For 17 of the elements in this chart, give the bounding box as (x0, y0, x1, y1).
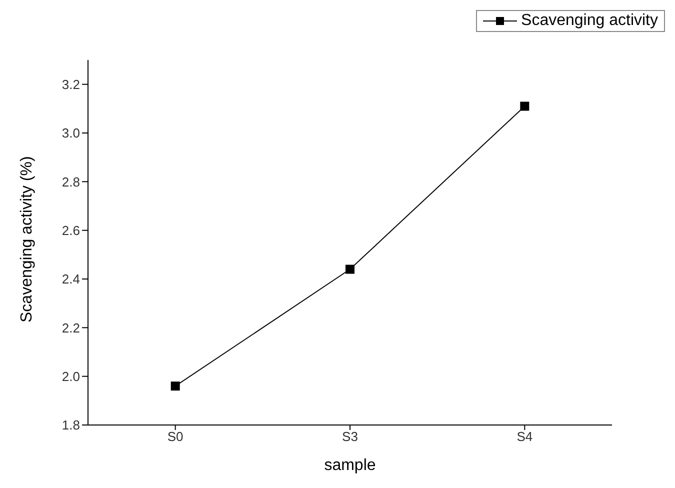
y-tick-label: 2.6 (62, 222, 80, 238)
point (520, 102, 530, 111)
x-tick-label: S4 (516, 429, 533, 444)
y-tick-label: 3.2 (62, 76, 80, 92)
legend-label: Scavenging activity (521, 12, 658, 30)
y-tick-label: 2.0 (62, 368, 80, 384)
point (346, 264, 354, 274)
y-tick-label: 2.4 (62, 272, 80, 287)
x-tick-label: S3 (342, 429, 358, 444)
y-tick-label: 2.2 (62, 320, 80, 336)
y-axis-title: Scavenging activity (%) (18, 156, 36, 322)
y-tick-label: 2.8 (62, 174, 80, 190)
y-tick-label: 3.0 (62, 126, 80, 141)
x-tick-label: S0 (167, 429, 184, 444)
x-axis-title: sample (324, 457, 376, 474)
y-tick-label: 1.8 (62, 418, 80, 433)
point (170, 382, 180, 391)
